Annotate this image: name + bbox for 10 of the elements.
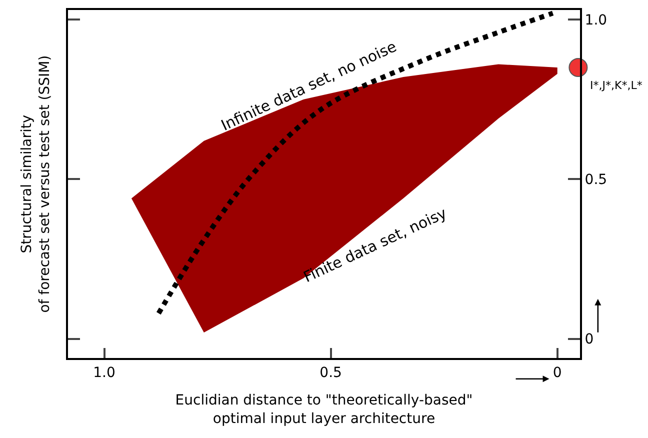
y-tick-label: 1.0 (584, 12, 608, 28)
y-tick-label: 0 (584, 332, 594, 348)
x-axis-title: Euclidian distance to "theoretically-based" optimal input layer architecture (175, 392, 473, 427)
annotation: Finite data set, noisy (300, 204, 450, 286)
y-axis-title: Structural similarity of forecast set versus test set (SSIM) (18, 55, 53, 313)
x-tick-label: 0.5 (320, 364, 342, 381)
x-tick-label: 0 (552, 364, 562, 381)
annotation: I*,J*,K*,L* (590, 79, 643, 92)
x-tick-label: 1.0 (93, 364, 116, 381)
y-tick-label: 0.5 (584, 172, 608, 188)
